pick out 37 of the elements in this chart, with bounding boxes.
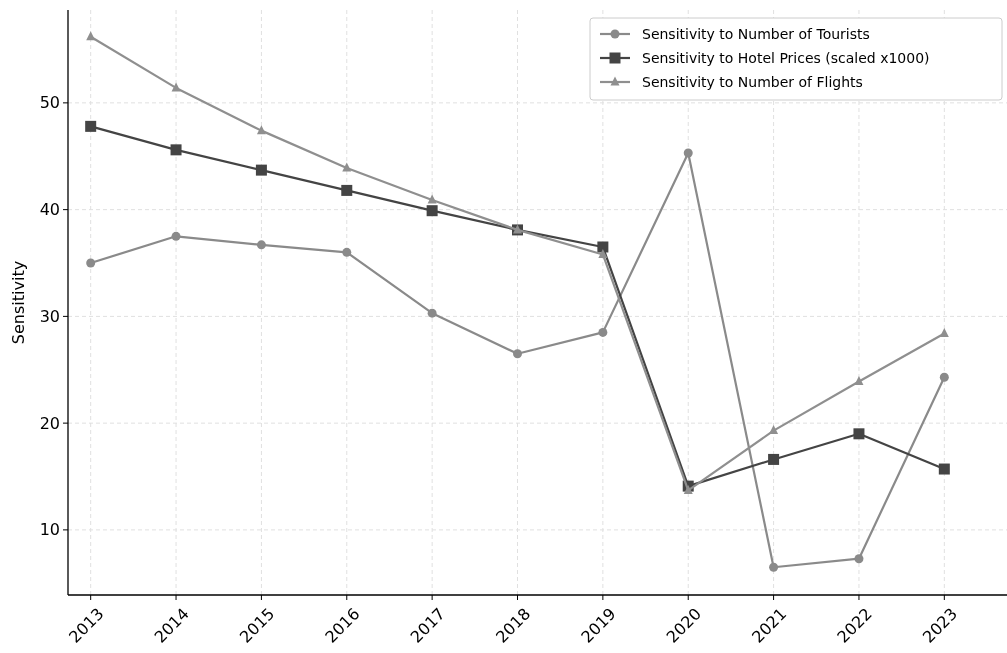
point: [598, 327, 608, 337]
point: [854, 554, 864, 564]
point: [85, 120, 97, 132]
point: [171, 82, 181, 92]
point: [341, 184, 353, 196]
point: [769, 562, 779, 572]
point: [426, 205, 438, 217]
y-axis-title: Sensitivity: [9, 260, 28, 345]
legend-label: Sensitivity to Number of Flights: [642, 73, 863, 90]
point: [853, 428, 865, 440]
point: [598, 248, 608, 258]
legend-label: Sensitivity to Number of Tourists: [642, 25, 870, 42]
point: [86, 258, 96, 268]
point: [854, 376, 864, 385]
point: [683, 484, 693, 494]
point: [256, 240, 266, 250]
point: [427, 194, 437, 204]
y-tick-label: 50: [39, 93, 60, 113]
point: [255, 164, 267, 176]
y-tick-label: 10: [39, 520, 60, 540]
y-tick-label: 30: [39, 306, 60, 326]
point: [939, 327, 949, 337]
point: [427, 308, 437, 318]
point: [170, 144, 182, 156]
point: [938, 463, 950, 475]
point: [769, 425, 779, 435]
point: [683, 148, 693, 158]
legend-label: Sensitivity to Hotel Prices (scaled x1000): [642, 49, 930, 66]
y-tick-label: 20: [39, 413, 60, 433]
point: [513, 349, 522, 359]
point: [256, 125, 266, 135]
point: [342, 247, 352, 257]
point: [939, 372, 949, 382]
y-tick-label: 40: [39, 200, 60, 220]
point: [768, 453, 780, 465]
point: [171, 231, 181, 241]
point: [597, 241, 609, 253]
